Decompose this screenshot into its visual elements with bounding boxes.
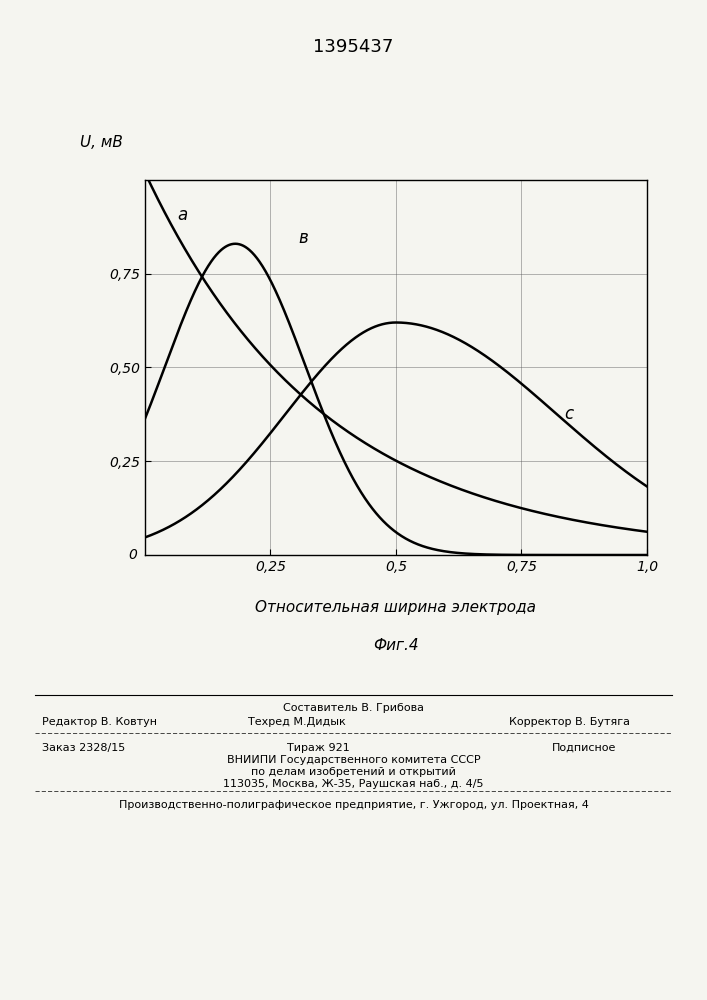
Text: а: а	[177, 206, 187, 224]
Text: с: с	[564, 405, 573, 423]
Text: Заказ 2328/15: Заказ 2328/15	[42, 743, 126, 753]
Text: Редактор В. Ковтун: Редактор В. Ковтун	[42, 717, 158, 727]
Text: Составитель В. Грибова: Составитель В. Грибова	[283, 703, 424, 713]
Text: в: в	[298, 229, 308, 247]
Text: Производственно-полиграфическое предприятие, г. Ужгород, ул. Проектная, 4: Производственно-полиграфическое предприя…	[119, 800, 588, 810]
Text: Относительная ширина электрода: Относительная ширина электрода	[255, 600, 537, 615]
Text: по делам изобретений и открытий: по делам изобретений и открытий	[251, 767, 456, 777]
Text: 113035, Москва, Ж-35, Раушская наб., д. 4/5: 113035, Москва, Ж-35, Раушская наб., д. …	[223, 779, 484, 789]
Text: Техред М.Дидык: Техред М.Дидык	[248, 717, 346, 727]
Text: U, мВ: U, мВ	[80, 135, 122, 150]
Text: ВНИИПИ Государственного комитета СССР: ВНИИПИ Государственного комитета СССР	[227, 755, 480, 765]
Text: Корректор В. Бутяга: Корректор В. Бутяга	[509, 717, 630, 727]
Text: Фиг.4: Фиг.4	[373, 638, 419, 652]
Text: Подписное: Подписное	[551, 743, 616, 753]
Text: 1395437: 1395437	[313, 38, 394, 56]
Text: 0: 0	[129, 548, 137, 562]
Text: Тираж 921: Тираж 921	[287, 743, 349, 753]
